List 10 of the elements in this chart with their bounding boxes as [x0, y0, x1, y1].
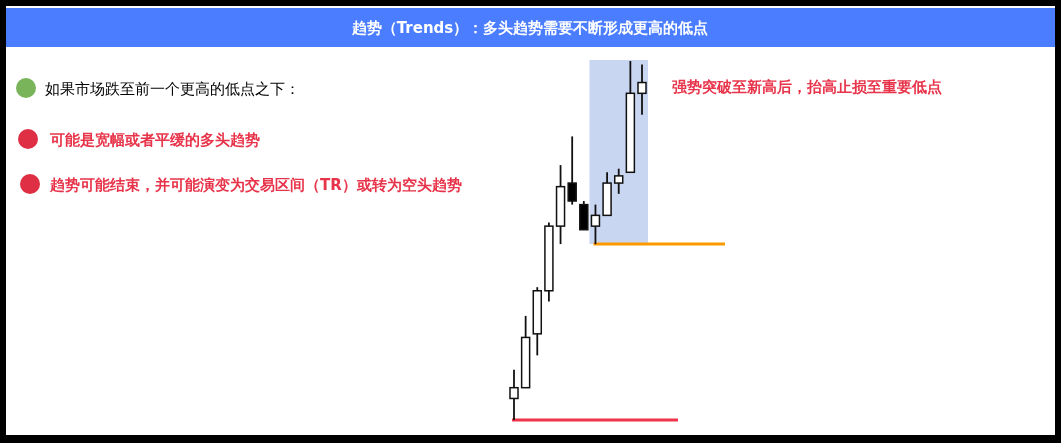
candlestick — [613, 167, 624, 195]
candlestick — [567, 135, 577, 206]
text: 如果市场跌至前一个更高的低点之下： — [45, 80, 300, 98]
text: 趋势可能结束，并可能演变为交易区间（TR）或转为空头趋势 — [49, 176, 462, 194]
text: 强势突破至新高后，抬高止损至重要低点 — [672, 78, 942, 96]
candlestick — [637, 63, 647, 116]
text: 可能是宽幅或者平缓的多头趋势 — [49, 131, 260, 149]
candlestick — [590, 203, 601, 245]
chart-title: 趋势（Trends）：多头趋势需要不断形成更高的低点 — [350, 19, 709, 37]
candlestick — [509, 368, 519, 421]
